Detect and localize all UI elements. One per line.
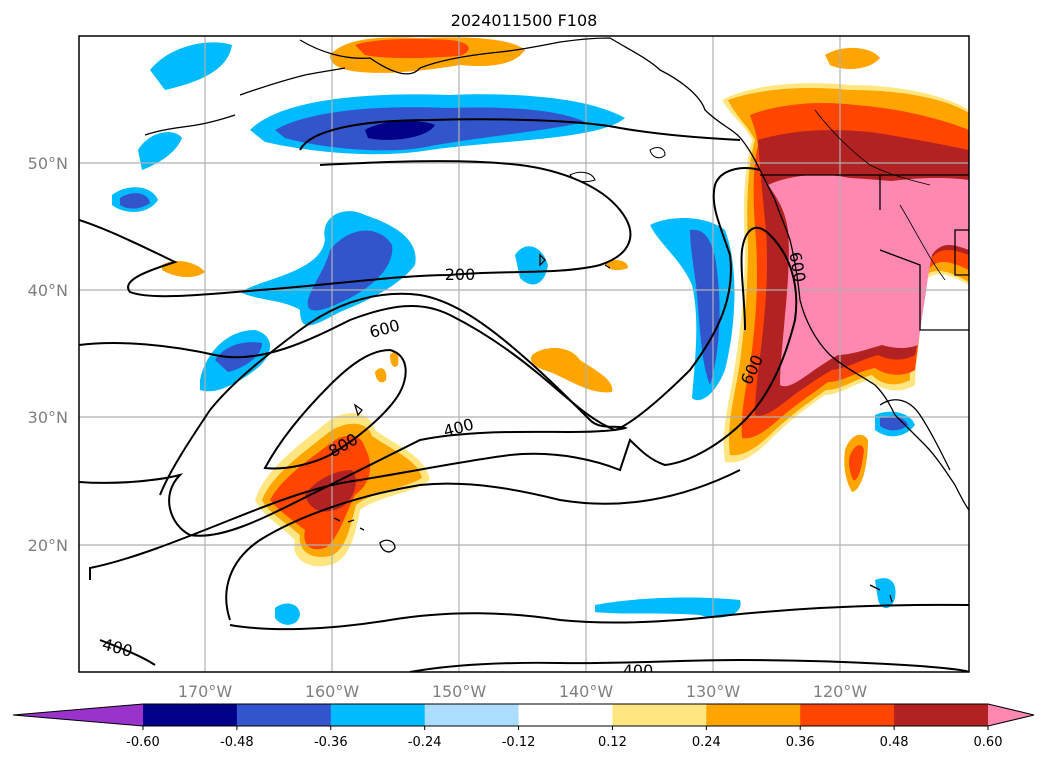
colorbar-tick-label: 0.36	[786, 735, 815, 750]
colorbar-tick-label: -0.24	[408, 735, 442, 750]
colorbar-tick-label: -0.48	[220, 735, 254, 750]
lat-label: 20°N	[28, 536, 68, 555]
lat-label: 30°N	[28, 408, 68, 427]
contour-400-south	[229, 603, 969, 631]
colorbar-segment	[800, 704, 895, 726]
lon-label: 140°W	[559, 682, 614, 701]
canada-us-coast	[759, 169, 969, 511]
coastlines	[144, 37, 969, 603]
colorbar-segment	[236, 704, 332, 726]
border-lines	[760, 174, 969, 331]
colorbar-tick-label: 0.60	[974, 735, 1003, 750]
colorbar-segment	[706, 704, 801, 726]
colorbar-extend-high	[988, 704, 1034, 726]
map-area: 200 600 400 800 600 400 400 600	[79, 36, 969, 680]
colorbar-tick-label: 0.12	[598, 735, 627, 750]
colorbar-segment	[612, 704, 707, 726]
colorbar-extend-low	[13, 704, 143, 726]
longitude-labels: 170°W 160°W 150°W 140°W 130°W 120°W	[178, 682, 868, 701]
lon-label: 150°W	[432, 682, 487, 701]
contour-800	[263, 348, 407, 470]
colorbar-tick-label: -0.36	[314, 735, 348, 750]
contour-label: 400	[623, 661, 654, 680]
lon-label: 120°W	[813, 682, 868, 701]
colorbar-tick-label: 0.48	[880, 735, 909, 750]
lon-label: 160°W	[305, 682, 360, 701]
colorbar-tick-label: 0.24	[692, 735, 721, 750]
map-frame	[78, 35, 970, 673]
colorbar-segment	[330, 704, 426, 726]
colorbar-segment	[894, 704, 989, 726]
contour-600-west	[79, 167, 761, 432]
contour-lines	[79, 118, 969, 672]
colorbar-segment	[143, 704, 238, 726]
lon-label: 130°W	[686, 682, 741, 701]
lon-label: 170°W	[178, 682, 233, 701]
contour-label: 200	[445, 265, 476, 284]
contour-200-north	[299, 118, 741, 151]
map-title: 2024011500 F108	[451, 11, 598, 30]
colorbar-segment	[424, 704, 520, 726]
colorbar-segment	[518, 704, 613, 726]
gridlines	[79, 36, 969, 672]
hawaii-islands	[333, 517, 396, 553]
colorbar-tick-label: -0.12	[502, 735, 536, 750]
colorbar-tick-label: -0.60	[126, 735, 160, 750]
lat-label: 40°N	[28, 281, 68, 300]
lat-label: 50°N	[28, 154, 68, 173]
alaska-coast	[299, 37, 761, 171]
latitude-labels: 50°N 40°N 30°N 20°N	[28, 154, 68, 555]
colorbar: -0.60 -0.48 -0.36 -0.24 -0.12 0.12 0.24 0.36 0.4…	[12, 703, 1035, 750]
